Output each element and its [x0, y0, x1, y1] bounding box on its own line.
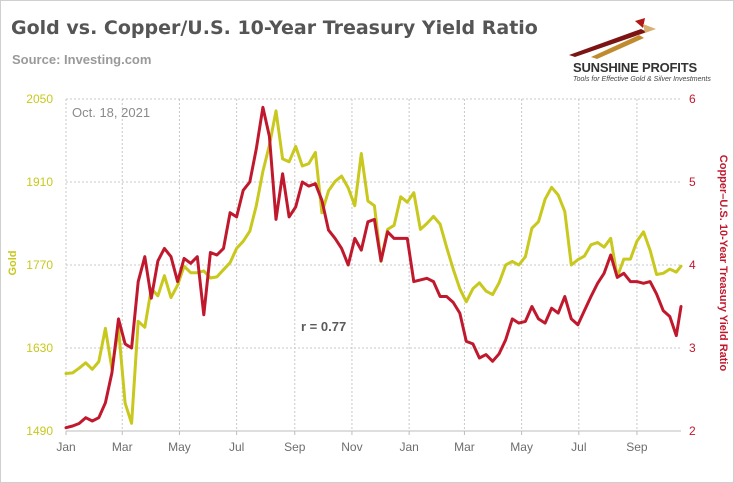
y-left-tick-label: 1770 — [26, 258, 53, 272]
correlation-annotation: r = 0.77 — [301, 319, 346, 334]
logo-tagline: Tools for Effective Gold & Silver Invest… — [573, 76, 711, 83]
x-tick-label: Jul — [571, 440, 586, 454]
x-axis-ticks: Jan Mar May Jul Sep Nov Jan Mar May Jul Sep — [56, 431, 648, 454]
gold-series-line — [64, 109, 683, 425]
x-tick-label: Sep — [626, 440, 648, 454]
x-tick-label: Sep — [284, 440, 306, 454]
x-tick-label: Jul — [229, 440, 244, 454]
y-left-axis-label: Gold — [7, 250, 19, 275]
copper-yield-ratio-series-line — [64, 105, 683, 430]
chart-title: Gold vs. Copper/U.S. 10-Year Treasury Yi… — [11, 17, 538, 39]
y-left-ticks: 1490 1630 1770 1910 2050 — [26, 92, 53, 438]
y-right-tick-label: 4 — [689, 258, 696, 272]
date-label: Oct. 18, 2021 — [72, 105, 150, 120]
source-note: Source: Investing.com — [12, 52, 152, 67]
logo-mark-icon — [569, 18, 656, 59]
sunshine-profits-logo: SUNSHINE PROFITS Tools for Effective Gol… — [561, 15, 721, 85]
series-lines — [64, 105, 683, 430]
y-left-tick-label: 1630 — [26, 341, 53, 355]
x-tick-label: Jan — [56, 440, 75, 454]
y-left-tick-label: 1490 — [26, 424, 53, 438]
x-tick-label: Mar — [454, 440, 475, 454]
x-tick-label: Nov — [341, 440, 362, 454]
x-tick-label: May — [168, 440, 191, 454]
y-right-axis-label: Copper–U.S. 10-Year Treasury Yield Ratio — [717, 155, 729, 372]
x-tick-label: Mar — [112, 440, 133, 454]
y-right-ticks: 2 3 4 5 6 — [689, 92, 696, 438]
gridlines — [65, 98, 681, 431]
y-right-tick-label: 3 — [689, 341, 696, 355]
x-tick-label: May — [510, 440, 533, 454]
y-left-tick-label: 1910 — [26, 175, 53, 189]
y-left-tick-label: 2050 — [26, 92, 53, 106]
y-right-tick-label: 5 — [689, 175, 696, 189]
logo-name: SUNSHINE PROFITS — [573, 60, 697, 75]
y-right-tick-label: 6 — [689, 92, 696, 106]
y-right-tick-label: 2 — [689, 424, 696, 438]
x-tick-label: Jan — [399, 440, 418, 454]
